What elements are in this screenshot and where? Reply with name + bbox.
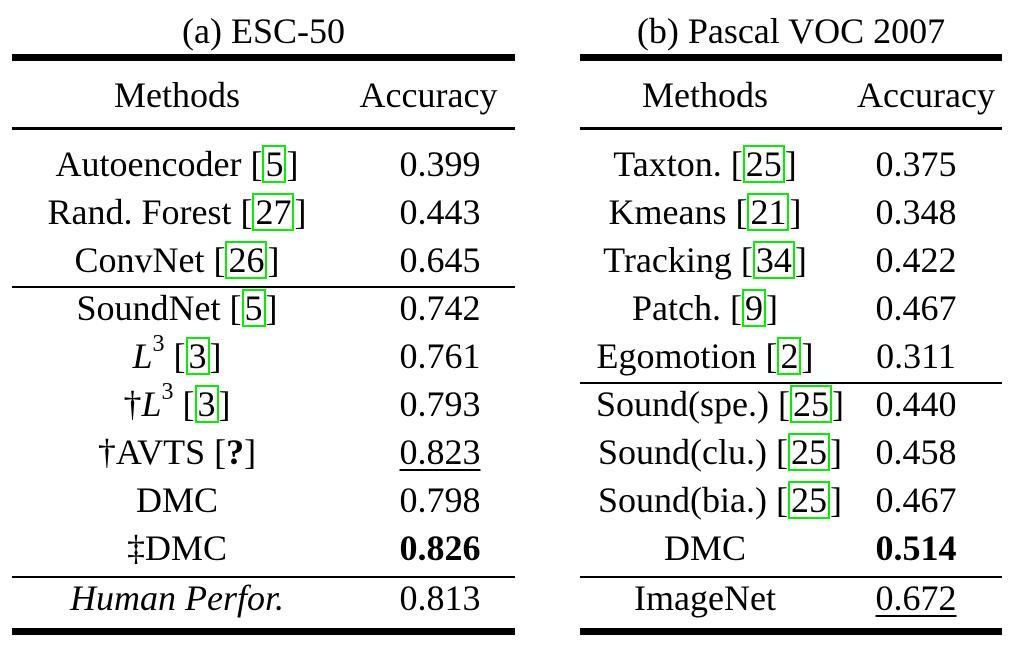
row-value: 0.514	[875, 528, 957, 568]
citation-link[interactable]: 5	[241, 289, 266, 327]
row-value: 0.761	[399, 336, 481, 376]
table-caption: (a) ESC-50	[182, 11, 345, 51]
group-rule	[12, 576, 515, 578]
header-rule	[12, 127, 515, 130]
row-value: 0.672	[875, 578, 957, 618]
row-method: Sound(clu.) [25]	[598, 432, 842, 472]
top-rule	[12, 54, 515, 61]
header-methods: Methods	[114, 75, 240, 115]
row-value: 0.823	[399, 432, 481, 472]
citation-link[interactable]: 3	[194, 385, 219, 423]
citation-link[interactable]: 5	[262, 145, 287, 183]
top-rule	[580, 54, 1002, 61]
citation-link[interactable]: 3	[185, 337, 210, 375]
citation-link[interactable]: 25	[787, 481, 830, 519]
row-value: 0.458	[875, 432, 957, 472]
row-value: 0.467	[875, 480, 957, 520]
row-method: Sound(bia.) [25]	[598, 480, 842, 520]
row-method: Rand. Forest [27]	[47, 192, 307, 232]
row-method: †L3 [3]	[123, 379, 231, 424]
row-method: Sound(spe.) [25]	[596, 384, 844, 424]
citation-link[interactable]: 9	[741, 289, 766, 327]
header-accuracy: Accuracy	[359, 75, 498, 115]
row-method: Kmeans [21]	[608, 192, 802, 232]
row-method: Egomotion [2]	[596, 336, 814, 376]
row-method: Autoencoder [5]	[55, 144, 299, 184]
group-rule	[580, 382, 1002, 384]
table-caption: (b) Pascal VOC 2007	[636, 11, 946, 51]
citation-link[interactable]: 34	[752, 241, 795, 279]
row-method: ConvNet [26]	[74, 240, 280, 280]
row-value: 0.826	[399, 528, 481, 568]
row-value: 0.645	[399, 240, 481, 280]
bottom-rule	[580, 628, 1002, 635]
header-methods: Methods	[642, 75, 768, 115]
citation-link[interactable]: 25	[787, 433, 830, 471]
row-value: 0.422	[875, 240, 957, 280]
row-method: ‡DMC	[126, 528, 228, 568]
row-value: 0.399	[399, 144, 481, 184]
row-value: 0.348	[875, 192, 957, 232]
row-value: 0.742	[399, 288, 481, 328]
row-method: SoundNet [5]	[76, 288, 278, 328]
row-value: 0.443	[399, 192, 481, 232]
row-value: 0.311	[876, 336, 956, 376]
citation-link[interactable]: 2	[777, 337, 802, 375]
row-method: DMC	[135, 480, 219, 520]
header-rule	[580, 127, 1002, 130]
row-method: Tracking [34]	[603, 240, 807, 280]
group-rule	[12, 286, 515, 288]
row-method: DMC	[663, 528, 747, 568]
row-value: 0.813	[399, 578, 481, 618]
row-method: Patch. [9]	[632, 288, 778, 328]
citation-link[interactable]: 25	[789, 385, 832, 423]
row-method: L3 [3]	[132, 331, 222, 376]
citation-link[interactable]: 26	[225, 241, 268, 279]
citation-link[interactable]: 27	[252, 193, 295, 231]
row-method: ImageNet	[634, 578, 776, 618]
row-method: Human Perfor.	[70, 578, 284, 618]
row-method: †AVTS [?]	[97, 432, 257, 472]
row-value: 0.467	[875, 288, 957, 328]
group-rule	[580, 576, 1002, 578]
row-method: Taxton. [25]	[613, 144, 797, 184]
citation-link[interactable]: 21	[747, 193, 790, 231]
citation-missing: ?	[226, 432, 245, 472]
row-value: 0.440	[875, 384, 957, 424]
row-value: 0.375	[875, 144, 957, 184]
bottom-rule	[12, 628, 515, 635]
citation-link[interactable]: 25	[742, 145, 785, 183]
header-accuracy: Accuracy	[857, 75, 995, 115]
row-value: 0.793	[399, 384, 481, 424]
row-value: 0.798	[399, 480, 481, 520]
